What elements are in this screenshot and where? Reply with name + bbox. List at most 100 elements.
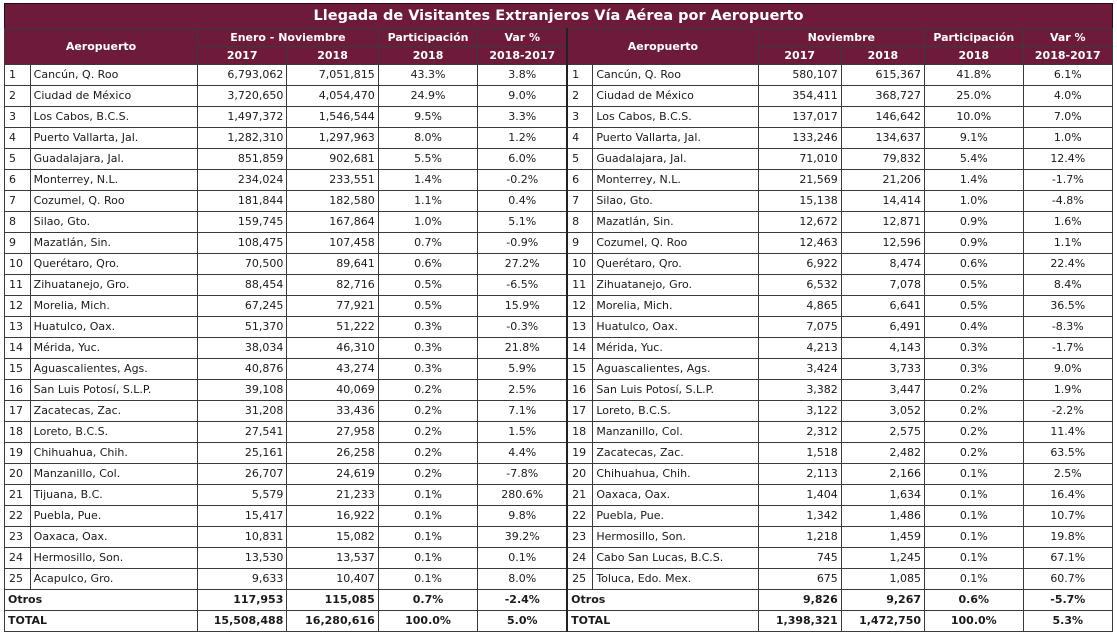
left-airport-name: Querétaro, Qro.: [29, 253, 199, 275]
right-rank: 24: [566, 547, 594, 569]
right-otros-2017: 9,826: [757, 589, 842, 611]
right-share-2018: 0.5%: [924, 274, 1024, 296]
left-rank: 23: [4, 526, 31, 548]
right-share-2018: 0.1%: [924, 505, 1024, 527]
right-year2-header: 2018: [840, 46, 926, 65]
right-airport-name: Cabo San Lucas, B.C.S.: [592, 547, 759, 569]
left-value-2018: 43,274: [286, 358, 379, 380]
left-value-2018: 16,922: [286, 505, 379, 527]
left-rank: 4: [4, 127, 31, 149]
right-value-2017: 133,246: [757, 127, 842, 149]
right-value-2017: 4,865: [757, 295, 842, 317]
left-airport-name: Los Cabos, B.C.S.: [29, 106, 199, 128]
left-airport-name: Hermosillo, Son.: [29, 547, 199, 569]
left-otros-var: -2.4%: [477, 589, 568, 611]
left-share-2018: 0.2%: [377, 442, 479, 464]
left-value-2018: 182,580: [286, 190, 379, 212]
left-airport-name: Morelia, Mich.: [29, 295, 199, 317]
left-var-pct: 1.5%: [477, 421, 568, 443]
left-share-2018: 9.5%: [377, 106, 479, 128]
left-airport-name: Guadalajara, Jal.: [29, 148, 199, 170]
left-value-2018: 15,082: [286, 526, 379, 548]
right-rank: 10: [566, 253, 594, 275]
left-value-2017: 159,745: [197, 211, 288, 233]
right-value-2018: 615,367: [840, 64, 926, 86]
right-share-2018: 0.2%: [924, 400, 1024, 422]
left-rank: 7: [4, 190, 31, 212]
left-rank: 6: [4, 169, 31, 191]
right-value-2018: 1,459: [840, 526, 926, 548]
left-total-var: 5.0%: [477, 610, 568, 632]
left-share-2018: 0.3%: [377, 358, 479, 380]
right-airport-name: Chihuahua, Chih.: [592, 463, 759, 485]
right-airport-name: Cozumel, Q. Roo: [592, 232, 759, 254]
left-var-pct: 27.2%: [477, 253, 568, 275]
right-airport-name: Huatulco, Oax.: [592, 316, 759, 338]
left-value-2018: 4,054,470: [286, 85, 379, 107]
right-value-2018: 3,052: [840, 400, 926, 422]
left-rank: 19: [4, 442, 31, 464]
right-airport-name: Zihuatanejo, Gro.: [592, 274, 759, 296]
left-var-years-header: 2018-2017: [477, 46, 568, 65]
table-row: 18 Loreto, B.C.S. 27,541 27,958 0.2% 1.5% 18 Ma…: [4, 421, 1114, 443]
right-airport-name: Oaxaca, Oax.: [592, 484, 759, 506]
right-rank: 12: [566, 295, 594, 317]
left-otros-share: 0.7%: [377, 589, 479, 611]
right-share-2018: 0.4%: [924, 316, 1024, 338]
right-share-2018: 0.1%: [924, 463, 1024, 485]
right-share-2018: 0.1%: [924, 484, 1024, 506]
right-value-2017: 6,532: [757, 274, 842, 296]
right-otros-var: -5.7%: [1022, 589, 1114, 611]
right-share-2018: 5.4%: [924, 148, 1024, 170]
table-row: 8 Silao, Gto. 159,745 167,864 1.0% 5.1% 8 Mazat…: [4, 211, 1114, 233]
right-airport-name: Toluca, Edo. Mex.: [592, 568, 759, 590]
right-value-2018: 3,447: [840, 379, 926, 401]
right-rank: 6: [566, 169, 594, 191]
table-row: 20 Manzanillo, Col. 26,707 24,619 0.2% -7.8% 2…: [4, 463, 1114, 485]
right-airport-name: Loreto, B.C.S.: [592, 400, 759, 422]
right-value-2018: 2,166: [840, 463, 926, 485]
left-rank: 8: [4, 211, 31, 233]
right-value-2018: 1,486: [840, 505, 926, 527]
right-value-2018: 6,641: [840, 295, 926, 317]
right-value-2018: 134,637: [840, 127, 926, 149]
left-value-2017: 3,720,650: [197, 85, 288, 107]
table-row: 12 Morelia, Mich. 67,245 77,921 0.5% 15.9% 12 M…: [4, 295, 1114, 317]
left-value-2017: 26,707: [197, 463, 288, 485]
table-row: 11 Zihuatanejo, Gro. 88,454 82,716 0.5% -6.5%…: [4, 274, 1114, 296]
right-value-2017: 3,424: [757, 358, 842, 380]
table-row: 10 Querétaro, Qro. 70,500 89,641 0.6% 27.2% 10…: [4, 253, 1114, 275]
left-airport-name: Zihuatanejo, Gro.: [29, 274, 199, 296]
left-share-2018: 0.2%: [377, 400, 479, 422]
left-var-pct: 7.1%: [477, 400, 568, 422]
right-airport-name: Guadalajara, Jal.: [592, 148, 759, 170]
right-share-2018: 0.2%: [924, 442, 1024, 464]
right-share-2018: 9.1%: [924, 127, 1024, 149]
right-airport-name: Cancún, Q. Roo: [592, 64, 759, 86]
left-airport-name: San Luis Potosí, S.L.P.: [29, 379, 199, 401]
right-value-2018: 146,642: [840, 106, 926, 128]
left-rank: 21: [4, 484, 31, 506]
right-share-2018: 0.1%: [924, 526, 1024, 548]
left-rank: 20: [4, 463, 31, 485]
left-rank: 11: [4, 274, 31, 296]
left-value-2018: 13,537: [286, 547, 379, 569]
left-share-2018: 43.3%: [377, 64, 479, 86]
right-var-pct: 19.8%: [1022, 526, 1114, 548]
left-share-2018: 0.3%: [377, 316, 479, 338]
left-value-2018: 26,258: [286, 442, 379, 464]
left-share-2018: 0.3%: [377, 337, 479, 359]
right-value-2017: 675: [757, 568, 842, 590]
right-otros-share: 0.6%: [924, 589, 1024, 611]
left-airport-header: Aeropuerto: [3, 28, 199, 65]
table-row: 19 Chihuahua, Chih. 25,161 26,258 0.2% 4.4% 19…: [4, 442, 1114, 464]
left-total-2017: 15,508,488: [197, 610, 288, 632]
right-share-2018: 1.0%: [924, 190, 1024, 212]
left-share-2018: 5.5%: [377, 148, 479, 170]
right-rank: 7: [566, 190, 594, 212]
left-value-2018: 46,310: [286, 337, 379, 359]
right-var-pct: 1.9%: [1022, 379, 1114, 401]
right-value-2018: 4,143: [840, 337, 926, 359]
table-row: 23 Oaxaca, Oax. 10,831 15,082 0.1% 39.2% 23 Her…: [4, 526, 1114, 548]
left-airport-name: Tijuana, B.C.: [29, 484, 199, 506]
